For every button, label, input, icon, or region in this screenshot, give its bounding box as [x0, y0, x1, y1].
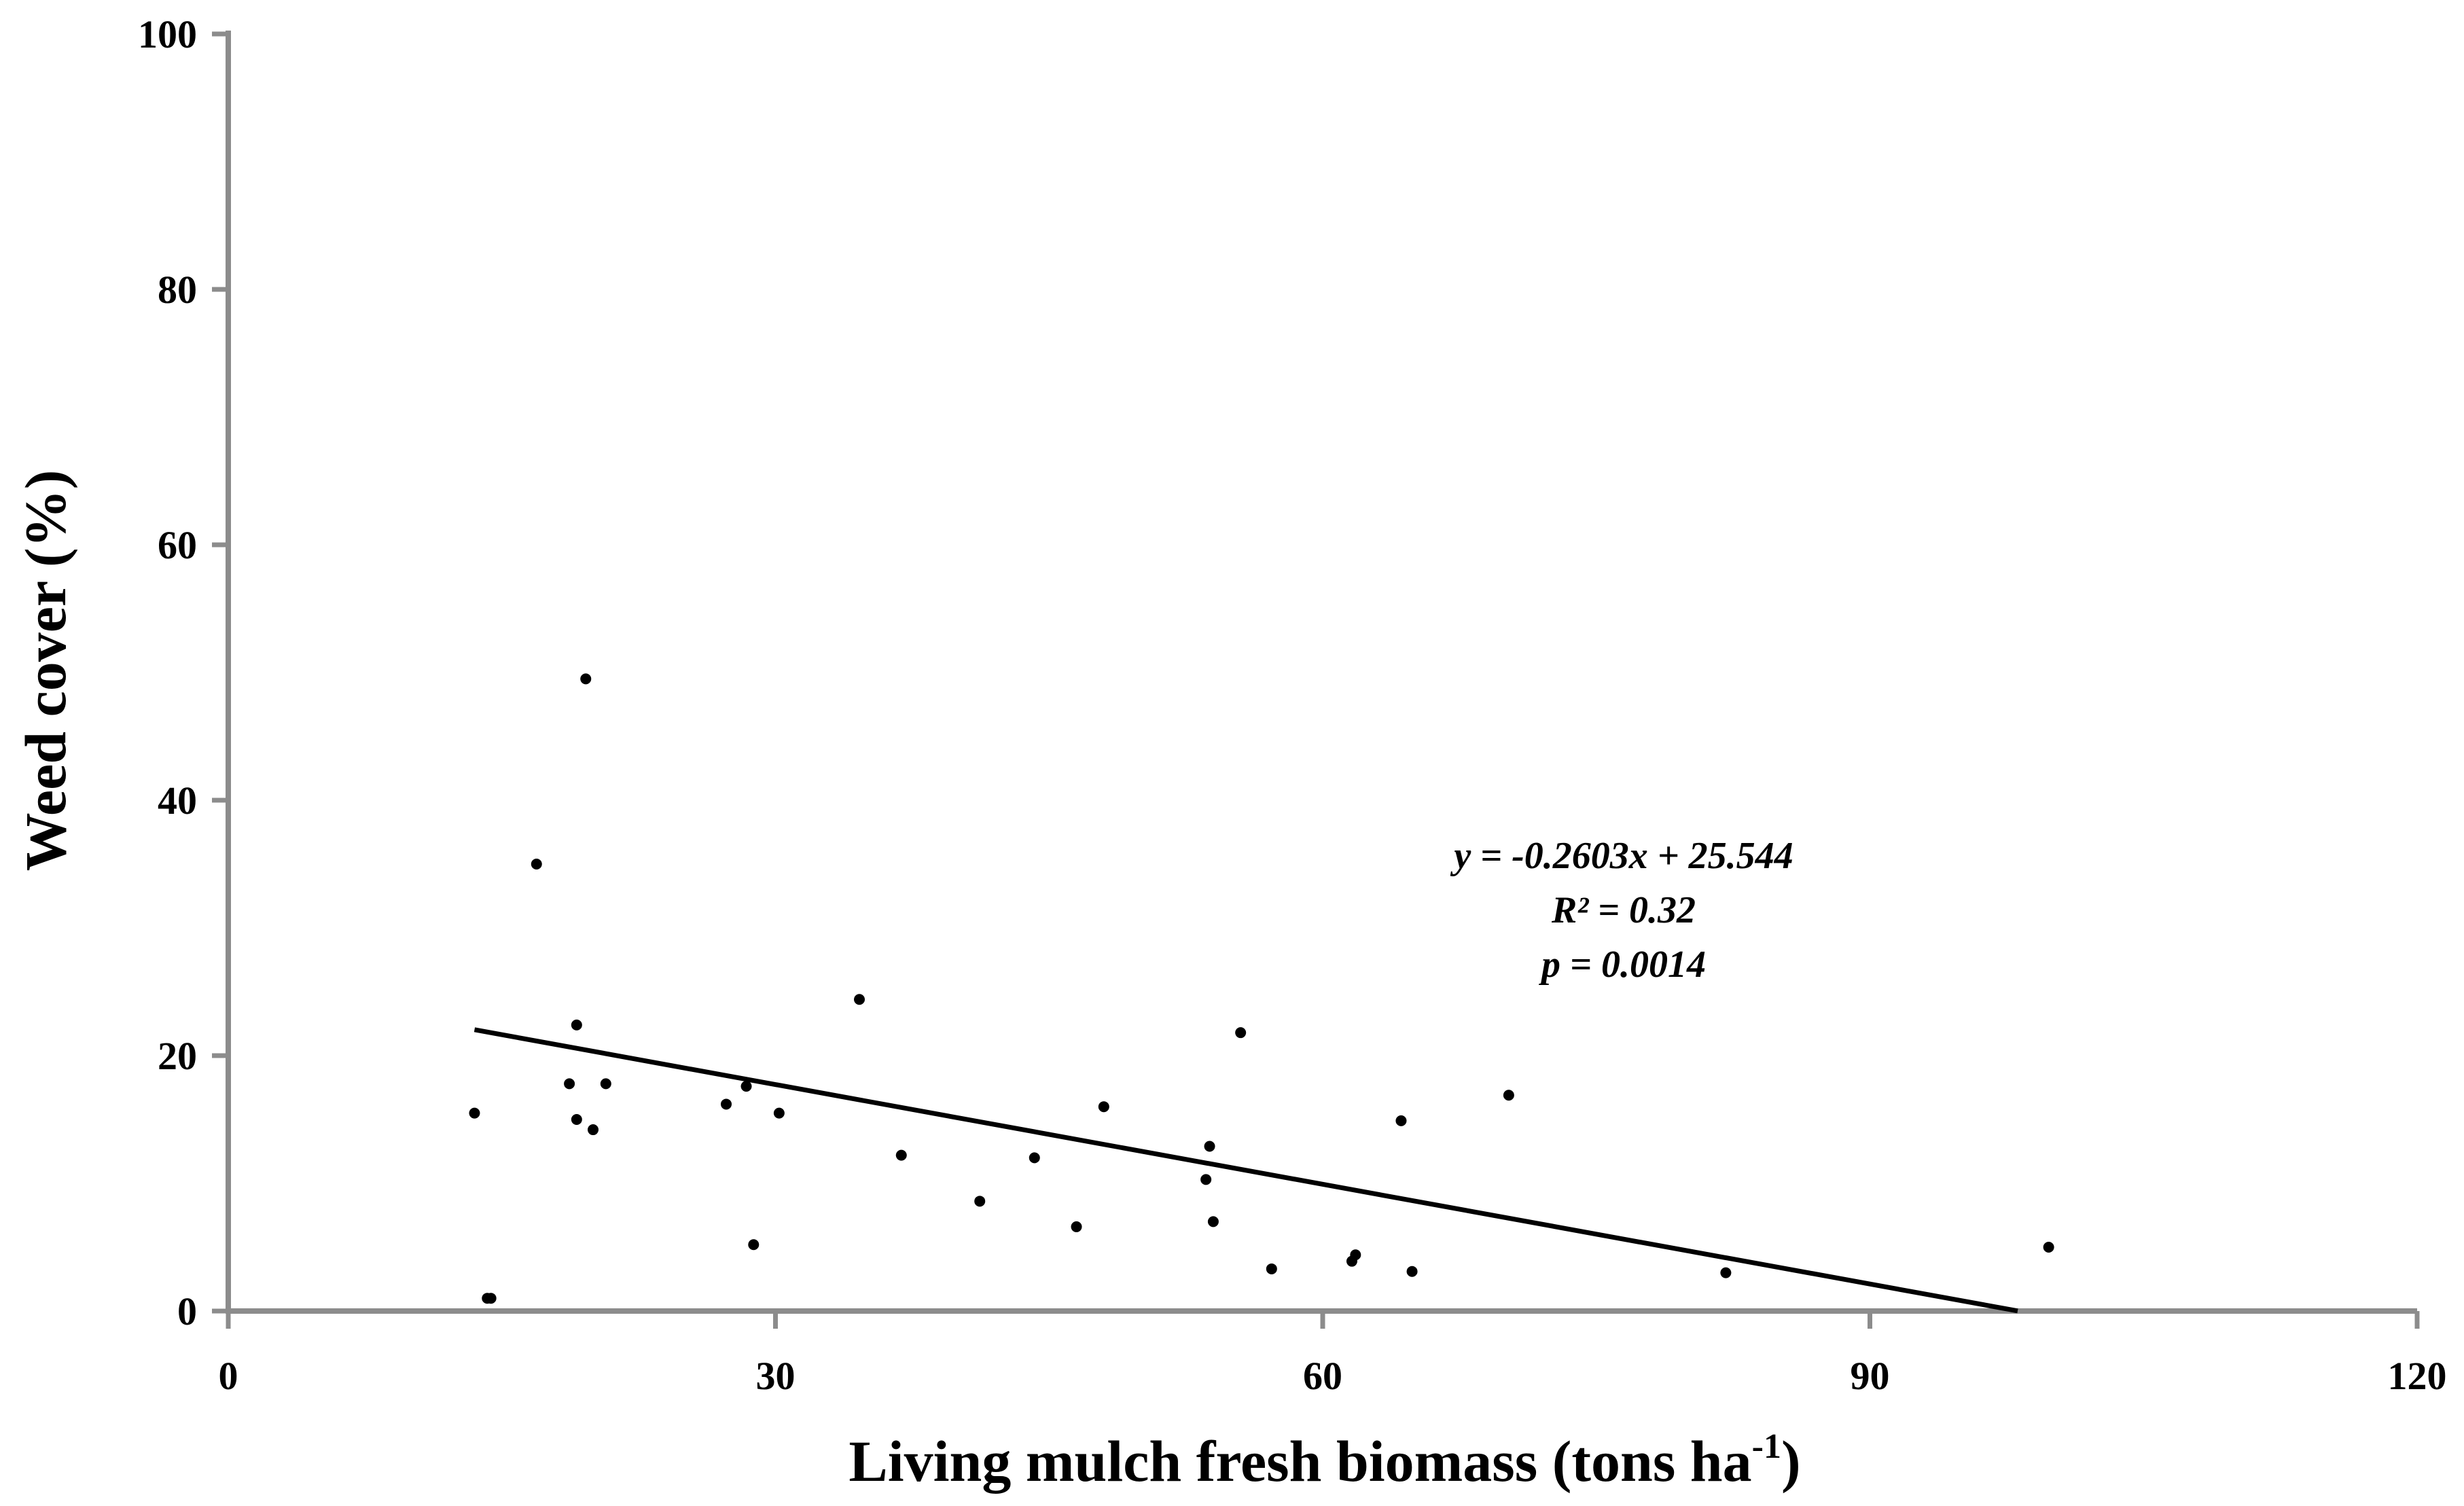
data-point: [854, 994, 865, 1005]
data-point: [571, 1019, 582, 1030]
data-point: [564, 1078, 575, 1090]
data-point: [1029, 1152, 1040, 1164]
x-tick-label: 60: [1303, 1354, 1342, 1398]
x-axis-title-main: Living mulch fresh biomass (tons ha: [849, 1429, 1751, 1494]
y-tick-label: 60: [158, 523, 197, 567]
data-point: [740, 1081, 752, 1092]
x-tick-label: 120: [2388, 1354, 2447, 1398]
data-point: [1200, 1174, 1212, 1185]
data-point: [895, 1149, 907, 1161]
data-point: [773, 1107, 785, 1119]
x-tick-label: 90: [1851, 1354, 1890, 1398]
y-tick-label: 40: [158, 778, 197, 823]
data-point: [485, 1293, 497, 1304]
data-point: [1207, 1216, 1219, 1227]
y-tick-label: 80: [158, 268, 197, 312]
data-point: [1395, 1115, 1407, 1126]
y-tick-label: 20: [158, 1034, 197, 1078]
y-ticks: 0 20 40 60 80 100: [138, 12, 228, 1333]
data-point: [588, 1124, 599, 1136]
y-tick-label: 0: [177, 1289, 197, 1333]
data-point: [974, 1196, 986, 1207]
data-point: [1406, 1266, 1418, 1277]
r-squared-label: R² = 0.32: [1551, 889, 1696, 931]
data-point: [531, 859, 542, 869]
data-point: [469, 1107, 480, 1119]
p-value-label: p = 0.0014: [1539, 944, 1706, 986]
data-point: [600, 1078, 611, 1090]
y-tick-label: 100: [138, 12, 197, 56]
x-axis-title-superscript: -1: [1752, 1427, 1781, 1466]
data-point: [571, 1114, 582, 1125]
data-point: [1235, 1027, 1247, 1039]
y-axis: 0 20 40 60 80 100: [138, 12, 231, 1333]
data-point: [580, 673, 592, 685]
data-point: [1204, 1141, 1215, 1152]
x-axis-title: Living mulch fresh biomass (tons ha-1): [849, 1427, 1800, 1494]
data-point: [748, 1239, 760, 1251]
x-tick-label: 30: [756, 1354, 796, 1398]
regression-annotation: y = -0.2603x + 25.544 R² = 0.32 p = 0.00…: [1450, 835, 1793, 986]
x-axis-title-close: ): [1781, 1429, 1801, 1494]
data-point: [1720, 1267, 1732, 1278]
x-tick-label: 0: [219, 1354, 238, 1398]
data-point: [1098, 1101, 1109, 1113]
data-point: [1071, 1221, 1082, 1232]
data-point: [1350, 1249, 1361, 1261]
data-point: [1503, 1090, 1514, 1101]
y-axis-title: Weed cover (%): [13, 470, 78, 872]
x-axis: 0 30 60 90 120: [219, 1308, 2447, 1398]
data-point: [2043, 1242, 2054, 1253]
x-ticks: 0 30 60 90 120: [219, 1311, 2447, 1398]
equation-label: y = -0.2603x + 25.544: [1450, 835, 1793, 877]
data-points: [469, 673, 2054, 1304]
data-point: [1266, 1263, 1277, 1274]
trendline: [474, 1027, 2018, 1314]
data-point: [721, 1098, 732, 1110]
